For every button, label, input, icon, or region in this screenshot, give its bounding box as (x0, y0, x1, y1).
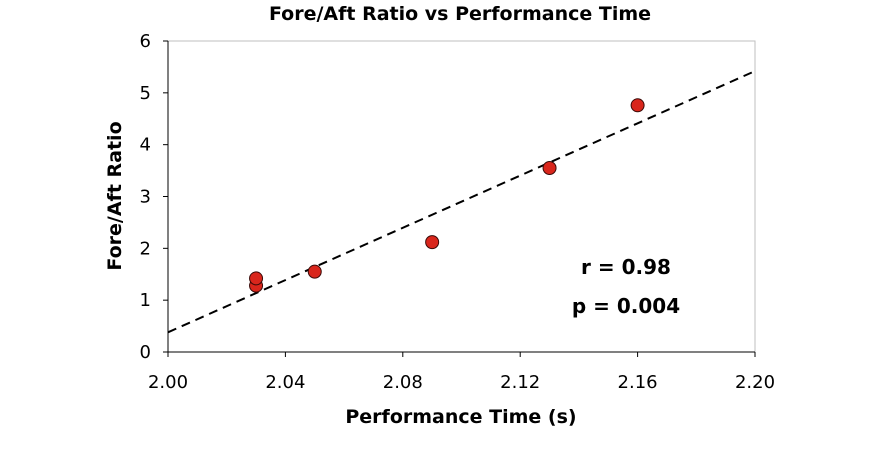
y-tick-label: 0 (140, 342, 151, 363)
y-tick-label: 3 (140, 187, 151, 208)
annotation-p: p = 0.004 (572, 294, 680, 318)
annotation-r: r = 0.98 (581, 255, 671, 279)
data-points (249, 98, 645, 293)
y-axis-ticks: 0 1 2 3 4 5 6 (140, 31, 168, 363)
y-tick-label: 2 (140, 238, 151, 259)
x-tick-label: 2.04 (265, 372, 305, 393)
y-tick-label: 4 (140, 135, 151, 156)
x-tick-label: 2.16 (618, 372, 658, 393)
x-axis-ticks: 2.00 2.04 2.08 2.12 2.16 2.20 (148, 352, 775, 393)
x-tick-label: 2.12 (500, 372, 540, 393)
data-point (307, 264, 322, 279)
data-point (425, 235, 440, 250)
y-tick-label: 1 (140, 290, 151, 311)
chart-title: Fore/Aft Ratio vs Performance Time (269, 3, 651, 25)
x-axis-label: Performance Time (s) (345, 406, 576, 428)
data-point (249, 271, 264, 286)
x-tick-label: 2.00 (148, 372, 188, 393)
x-tick-label: 2.20 (735, 372, 775, 393)
y-tick-label: 5 (140, 83, 151, 104)
y-axis-label: Fore/Aft Ratio (104, 121, 126, 270)
data-point (630, 98, 645, 113)
y-tick-label: 6 (140, 31, 151, 52)
trendline (167, 70, 756, 334)
data-point (542, 160, 557, 175)
x-tick-label: 2.08 (383, 372, 423, 393)
